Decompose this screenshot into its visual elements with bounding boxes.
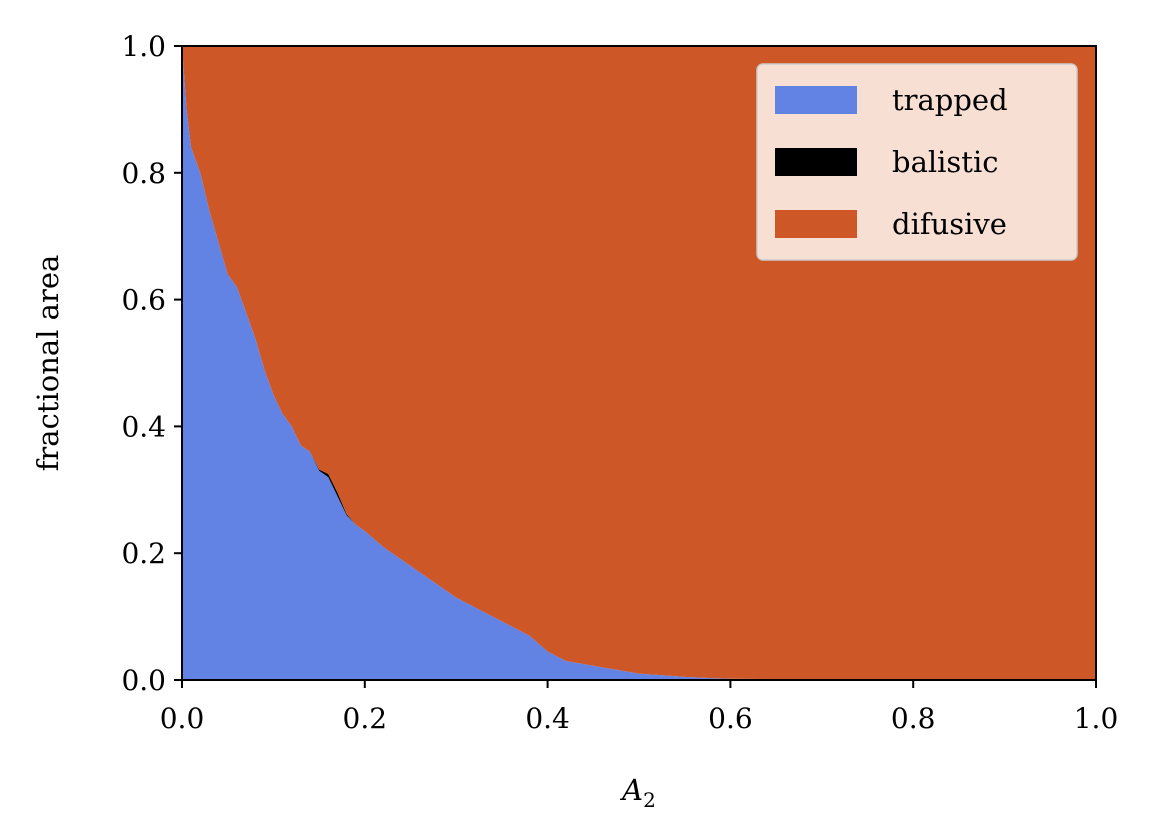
y-tick-label: 0.8 [121, 157, 166, 190]
area-trapped [182, 46, 1096, 680]
legend-swatch-difusive [775, 210, 857, 238]
x-tick-label: 0.0 [160, 702, 205, 735]
y-tick-label: 0.2 [121, 537, 166, 570]
x-tick-label: 0.8 [891, 702, 936, 735]
x-axis-label-subscript: 2 [643, 788, 656, 812]
y-tick-label: 0.0 [121, 664, 166, 697]
legend-label-balistic: balistic [892, 145, 998, 179]
y-tick-label: 1.0 [121, 30, 166, 63]
x-tick-label: 1.0 [1074, 702, 1119, 735]
y-axis-label: fractional area [31, 255, 65, 472]
legend-swatch-balistic [775, 148, 857, 176]
x-axis-ticks: 0.0 0.2 0.4 0.6 0.8 1.0 [160, 680, 1119, 735]
plot-frame [181, 45, 1097, 681]
legend: trapped balistic difusive [756, 63, 1078, 261]
legend-swatch-trapped [775, 86, 857, 114]
x-axis-label: A2 [619, 773, 656, 812]
y-tick-label: 0.4 [121, 410, 166, 443]
legend-label-difusive: difusive [892, 207, 1007, 241]
x-tick-label: 0.4 [525, 702, 570, 735]
x-tick-label: 0.6 [708, 702, 753, 735]
legend-label-trapped: trapped [892, 83, 1008, 117]
x-axis-label-main: A [619, 773, 643, 807]
y-axis-ticks: 0.0 0.2 0.4 0.6 0.8 1.0 [121, 30, 182, 697]
x-tick-label: 0.2 [343, 702, 388, 735]
y-tick-label: 0.6 [121, 284, 166, 317]
